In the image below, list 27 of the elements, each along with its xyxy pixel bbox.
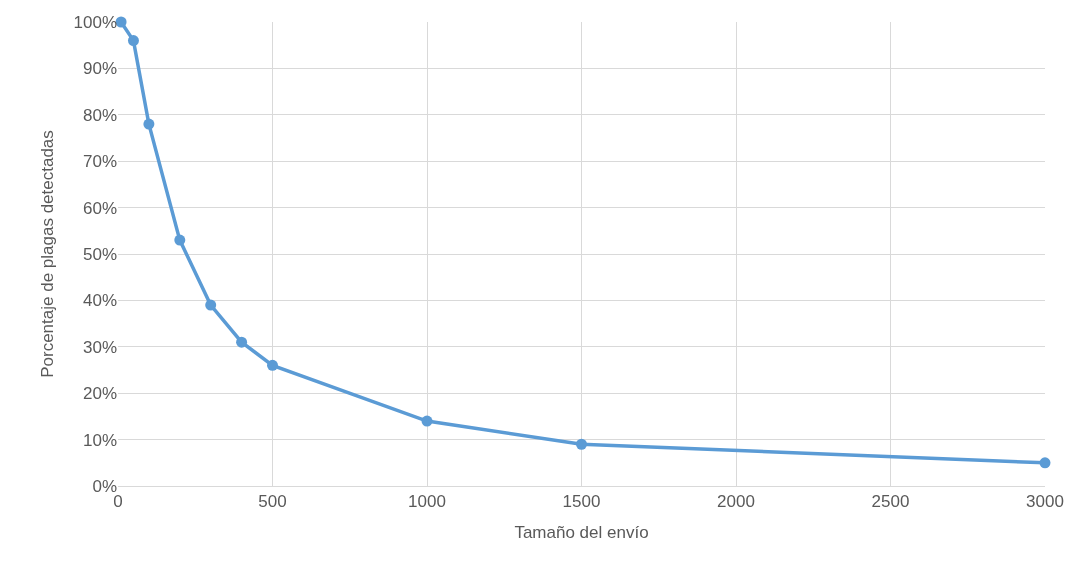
y-tick-label: 50% xyxy=(82,244,117,264)
y-tick-label: 20% xyxy=(82,384,117,404)
y-axis-title: Porcentaje de plagas detectadas xyxy=(38,130,58,378)
y-tick-label: 60% xyxy=(82,198,117,218)
point xyxy=(143,118,155,130)
point xyxy=(236,336,248,348)
y-tick-label: 10% xyxy=(82,430,117,450)
x-axis-title: Tamaño del envío xyxy=(514,522,649,542)
y-tick-label: 80% xyxy=(82,105,117,125)
y-tick-label: 40% xyxy=(82,291,117,311)
x-tick-label: 1500 xyxy=(562,492,601,512)
point xyxy=(127,35,139,47)
x-tick-label: 2000 xyxy=(717,492,755,512)
y-tick-label: 100% xyxy=(73,12,117,32)
x-tick-label: 500 xyxy=(258,492,287,512)
point xyxy=(576,438,587,450)
point xyxy=(421,415,433,427)
y-tick-label: 90% xyxy=(82,59,117,79)
x-tick-label: 1000 xyxy=(408,492,446,512)
point xyxy=(174,234,186,246)
point xyxy=(1039,457,1051,469)
point xyxy=(267,359,278,371)
x-tick-label: 3000 xyxy=(1026,492,1064,512)
point xyxy=(205,299,217,311)
x-tick-label: 2500 xyxy=(871,492,910,512)
y-tick-label: 70% xyxy=(82,152,117,172)
y-tick-label: 30% xyxy=(82,337,117,357)
